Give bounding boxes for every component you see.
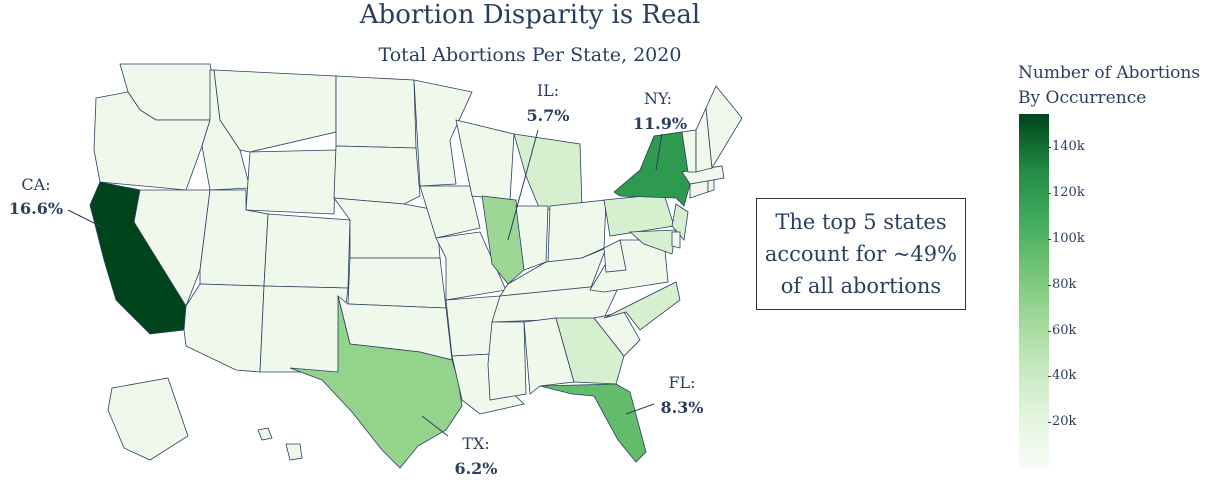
state-pa <box>603 193 675 237</box>
annotation-share-il: 5.7% <box>526 106 569 125</box>
colorbar-tick: 40k <box>1047 368 1077 384</box>
colorbar-tick: 140k <box>1048 139 1085 155</box>
state-sd <box>333 145 421 205</box>
colorbar-tick: 60k <box>1047 322 1077 338</box>
state-nd <box>335 75 417 149</box>
colorbar-tick: 80k <box>1047 276 1077 292</box>
state-tx <box>289 295 463 469</box>
colorbar-title-line-2: By Occurrence <box>1018 88 1147 108</box>
state-mn <box>413 79 473 187</box>
colorbar-tick: 100k <box>1048 230 1085 246</box>
state-nm <box>259 285 349 373</box>
annotation-share-ny: 11.9% <box>633 114 687 133</box>
colorbar-tick: 20k <box>1047 414 1077 430</box>
state-wv <box>603 239 627 273</box>
annotation-state-il: IL: <box>537 81 559 100</box>
state-me <box>705 85 743 170</box>
annotation-state-fl: FL: <box>668 373 695 392</box>
callout-line-3: of all abortions <box>780 274 942 298</box>
callout-box: The top 5 states account for ~49% of all… <box>756 198 966 310</box>
chart-subtitle: Total Abortions Per State, 2020 <box>378 44 682 66</box>
colorbar-tick: 120k <box>1048 185 1085 201</box>
state-ne <box>333 197 441 259</box>
state-az <box>183 283 265 373</box>
annotation-share-tx: 6.2% <box>454 459 497 478</box>
state-hi <box>257 427 273 441</box>
state-wy <box>245 149 337 215</box>
state-mo <box>435 231 507 301</box>
colorbar-title-line-1: Number of Abortions <box>1018 63 1201 83</box>
annotation-state-tx: TX: <box>462 434 489 453</box>
state-fl <box>539 383 647 463</box>
state-ks <box>347 257 447 309</box>
annotation-share-ca: 16.6% <box>9 199 63 218</box>
colorbar <box>1019 114 1049 469</box>
colorbar-title: Number of Abortions By Occurrence <box>1018 61 1200 111</box>
state-ri <box>707 179 715 193</box>
state-mi <box>513 133 583 211</box>
callout-line-1: The top 5 states <box>775 210 947 234</box>
leader-line-fl <box>625 403 655 415</box>
annotation-state-ny: NY: <box>644 89 672 108</box>
state-nc <box>603 281 681 331</box>
leader-line-tx <box>421 415 449 437</box>
state-de <box>671 231 681 249</box>
chart-title: Abortion Disparity is Real <box>359 0 701 30</box>
state-ms <box>487 321 527 401</box>
annotation-share-fl: 8.3% <box>660 398 703 417</box>
leader-line-ca <box>67 209 105 229</box>
state-ny <box>613 131 691 207</box>
callout-line-2: account for ~49% <box>764 242 958 266</box>
state-ak <box>107 377 189 461</box>
state-nj <box>671 203 689 241</box>
state-hi <box>285 443 303 461</box>
leader-line-ny <box>655 133 663 171</box>
state-md <box>628 229 677 255</box>
state-ia <box>419 185 481 239</box>
leader-line-il <box>507 129 539 241</box>
annotation-state-ca: CA: <box>21 175 50 194</box>
state-nv <box>133 189 211 307</box>
state-co <box>263 213 351 289</box>
state-al <box>523 317 575 395</box>
